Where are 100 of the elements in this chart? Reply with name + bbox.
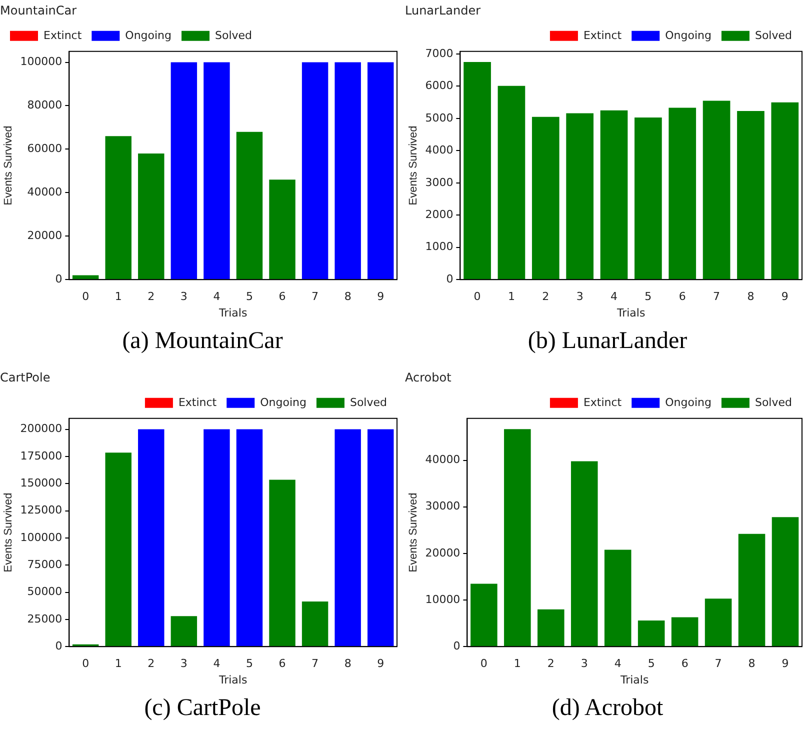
y-tick-label: 0 [55,272,62,286]
x-tick-label: 3 [580,657,588,670]
bar [72,275,99,280]
x-tick-label: 8 [747,290,754,304]
legend-label: Ongoing [125,28,172,42]
bar [771,102,799,280]
y-tick-label: 20000 [425,546,460,560]
bar [604,550,632,646]
y-tick-label: 2000 [425,208,454,221]
bar [138,154,164,280]
bar [638,620,665,646]
x-tick-label: 7 [714,657,722,670]
bar [334,429,361,646]
x-tick-label: 5 [246,290,253,304]
text: (d) Acrobot [550,694,664,723]
x-tick-label: 6 [681,657,688,670]
bar [105,136,132,280]
y-axis-title: Events Survived [2,126,15,206]
bar [236,429,263,646]
bar [566,113,594,280]
x-tick-label: 7 [312,657,319,670]
x-tick-label: 5 [246,657,253,670]
x-tick-label: 5 [644,290,652,304]
bar [105,452,132,646]
x-tick-label: 9 [377,657,384,670]
y-tick-label: 10000 [425,592,460,606]
y-tick-label: 4000 [425,144,454,157]
y-tick-label: 6000 [425,79,454,92]
bar [570,461,598,646]
y-tick-label: 80000 [27,98,62,112]
y-tick-label: 5000 [425,111,454,124]
x-tick-label: 5 [648,657,655,670]
bar [236,132,263,280]
y-tick-label: 0 [446,272,454,286]
bar [702,100,730,280]
bar [538,609,564,646]
bar [138,429,164,646]
bar [302,62,328,280]
y-tick-label: 175000 [20,449,62,462]
x-tick-label: 4 [213,657,220,670]
y-tick-label: 125000 [20,504,62,517]
bar [498,86,526,280]
x-tick-label: 2 [542,290,550,304]
bar [668,108,696,280]
x-tick-label: 9 [782,657,789,670]
x-tick-label: 3 [180,290,188,304]
bar [367,62,394,280]
x-axis-title: Trials [218,673,248,686]
bar [464,62,491,280]
x-tick-label: 7 [312,290,319,304]
bar [634,117,662,280]
x-tick-label: 0 [474,290,481,304]
x-tick-label: 2 [148,290,155,304]
legend-label: Extinct [44,28,82,42]
y-tick-label: 60000 [27,142,62,156]
chart-title: MountainCar [0,3,77,18]
x-tick-label: 9 [377,290,384,304]
y-tick-label: 1000 [425,240,454,254]
y-tick-label: 200000 [20,422,62,436]
y-tick-label: 40000 [27,186,62,199]
y-tick-label: 100000 [20,55,62,68]
bar [170,616,198,646]
chart-title: CartPole [0,370,50,384]
x-tick-label: 1 [508,290,515,304]
x-tick-label: 4 [614,657,622,670]
legend-label: Ongoing [665,396,712,409]
legend-label: Solved [754,28,792,42]
x-tick-label: 2 [148,657,155,670]
bar [334,62,361,280]
bar [704,598,732,646]
y-tick-label: 0 [55,639,62,652]
y-tick-label: 75000 [27,558,62,571]
y-tick-label: 3000 [425,176,454,189]
bar [671,617,698,646]
bar [737,111,764,280]
y-axis-title: Events Survived [2,492,15,572]
y-tick-label: 40000 [425,453,460,466]
legend-label: Ongoing [665,28,712,42]
bar [600,110,628,280]
bar [204,429,230,646]
x-tick-label: 1 [114,290,122,304]
x-tick-label: 3 [576,290,584,304]
x-tick-label: 0 [82,657,90,670]
y-tick-label: 7000 [425,46,454,60]
x-axis-title: Trials [218,306,248,320]
x-tick-label: 8 [748,657,756,670]
y-tick-label: 25000 [27,612,62,626]
x-tick-label: 8 [344,657,352,670]
bar [772,517,799,646]
x-tick-label: 7 [713,290,720,304]
x-tick-label: 9 [781,290,788,304]
x-axis-title: Trials [616,306,646,320]
x-tick-label: 6 [678,290,686,304]
x-axis-title: Trials [619,673,649,686]
bar [738,534,766,646]
bar [170,62,198,280]
y-tick-label: 20000 [27,228,62,242]
y-tick-label: 0 [453,639,460,652]
legend-label: Extinct [178,396,218,409]
y-axis-title: Events Survived [408,126,420,206]
